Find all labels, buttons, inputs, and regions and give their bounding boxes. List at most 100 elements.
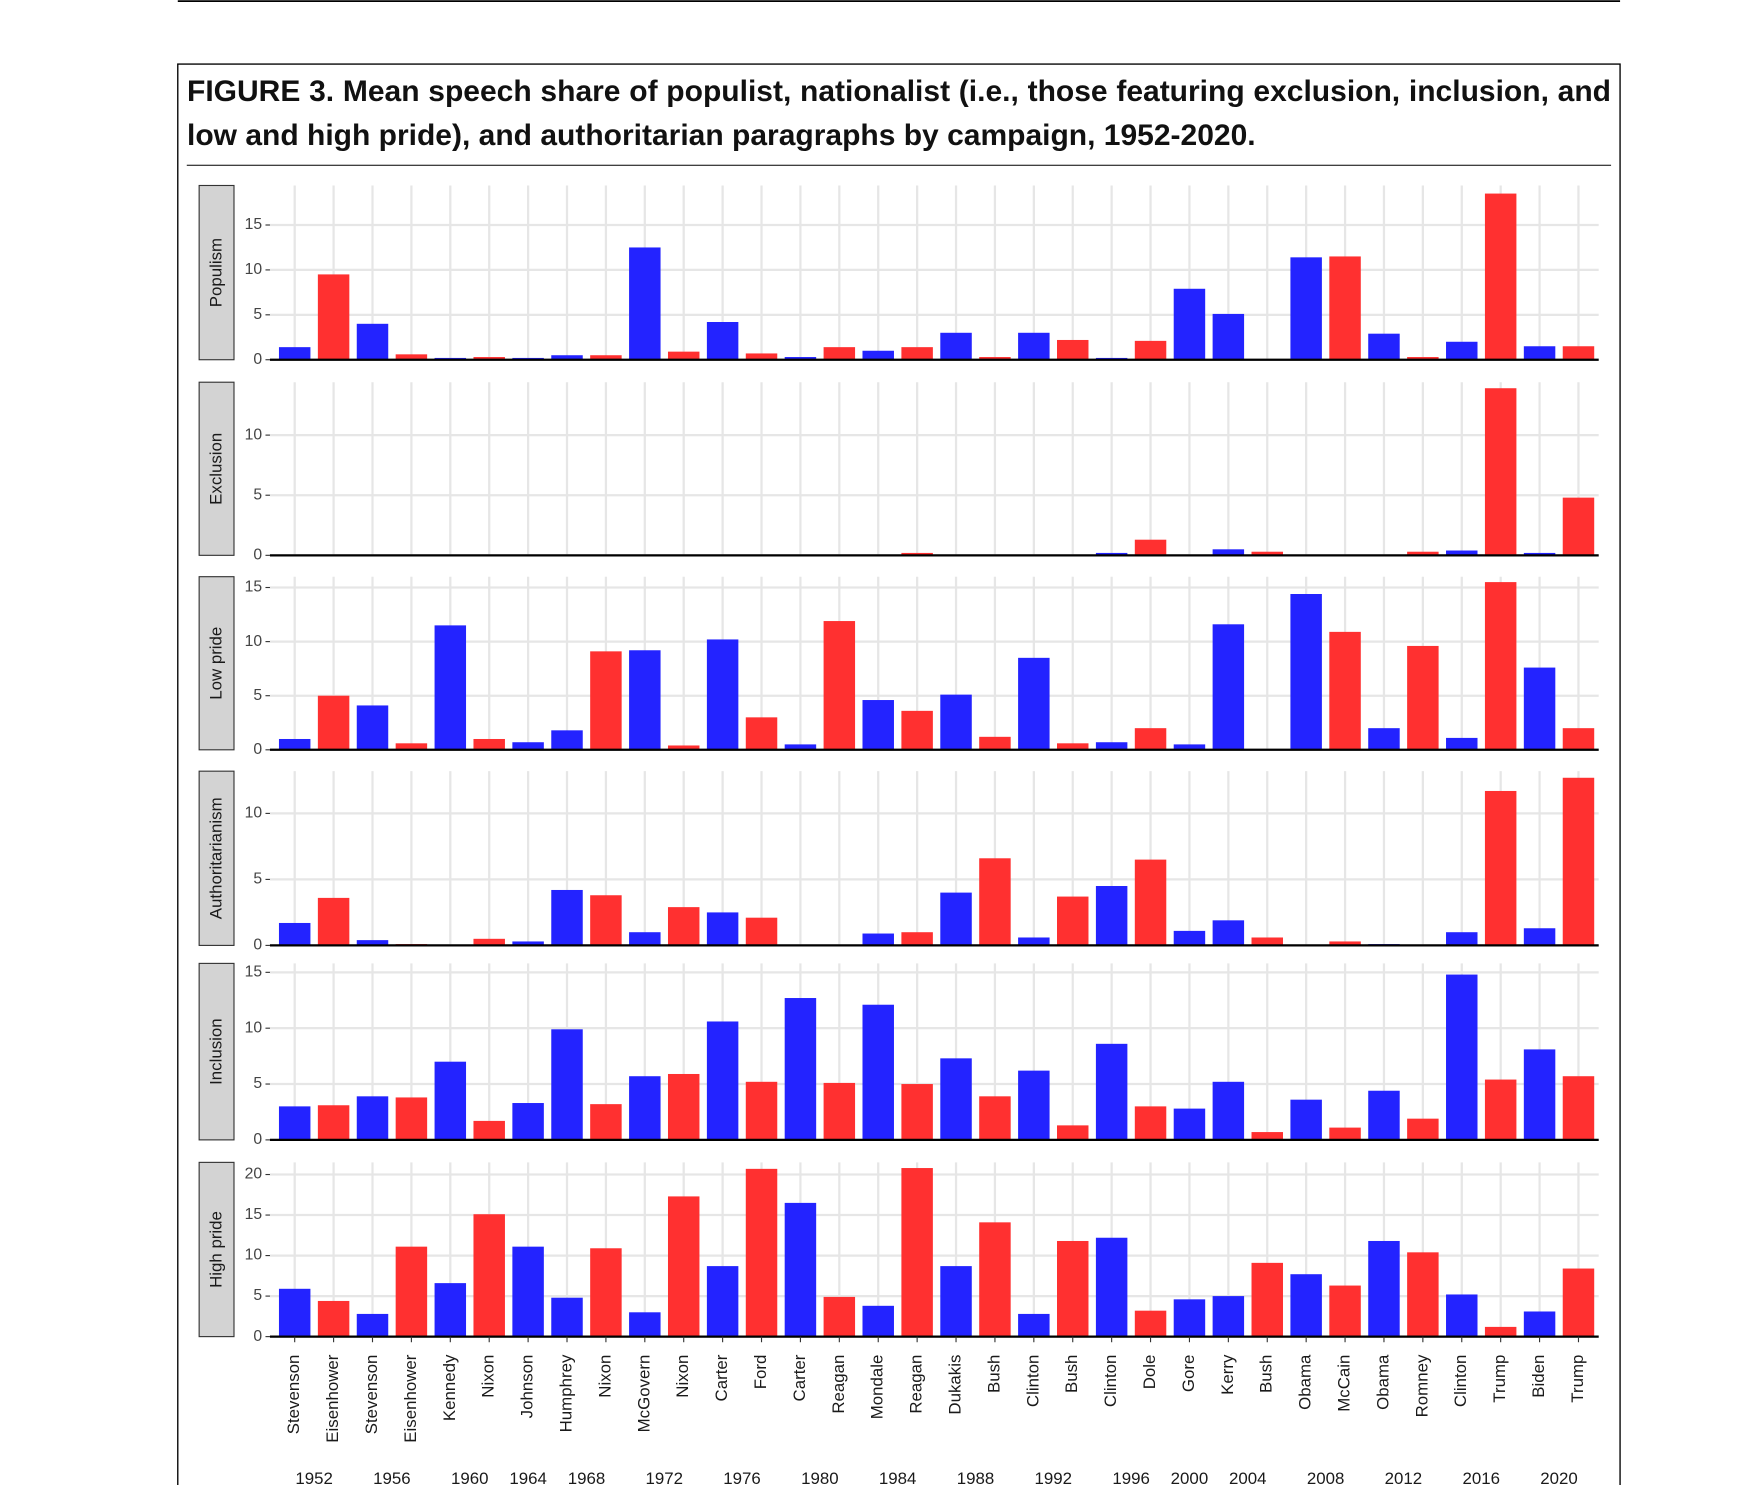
- x-tick-label: Stevenson: [362, 1355, 381, 1435]
- figure-frame: [177, 63, 1621, 1485]
- x-tick-label: Carter: [712, 1354, 731, 1401]
- bar: [901, 552, 933, 556]
- panel-strip: [198, 576, 235, 751]
- bar: [434, 625, 467, 750]
- bar: [1173, 288, 1206, 360]
- bar: [1446, 550, 1478, 556]
- bar: [1095, 552, 1128, 556]
- bar: [667, 745, 700, 750]
- year-label: 2012: [1385, 1469, 1423, 1485]
- bar: [1562, 1076, 1595, 1140]
- bar: [1562, 1268, 1595, 1337]
- bar: [1329, 631, 1361, 750]
- bar: [1407, 1252, 1439, 1337]
- x-tick-label: Bush: [1257, 1355, 1276, 1393]
- bar: [1290, 1274, 1322, 1337]
- bar: [1134, 728, 1167, 750]
- bar: [1212, 1296, 1245, 1337]
- x-tick-label: Obama: [1296, 1354, 1315, 1410]
- x-tick-label: Carter: [790, 1354, 809, 1401]
- bar: [823, 621, 856, 750]
- bar: [745, 1168, 778, 1337]
- panel-strip: [198, 381, 235, 556]
- bar: [551, 1029, 583, 1140]
- bar: [1057, 339, 1089, 360]
- x-tick-label: Bush: [984, 1355, 1003, 1393]
- x-tick-label: Romney: [1412, 1354, 1431, 1417]
- bar: [745, 717, 778, 750]
- bar: [706, 1021, 739, 1140]
- bar: [1562, 777, 1595, 946]
- year-label: 2008: [1307, 1469, 1345, 1485]
- bar: [1095, 1237, 1128, 1337]
- y-tick-label: 20: [245, 1166, 263, 1183]
- bar: [1290, 594, 1322, 750]
- x-tick-label: Dole: [1140, 1355, 1159, 1390]
- bar: [551, 889, 583, 946]
- bar: [745, 917, 778, 946]
- year-label: 1956: [373, 1469, 411, 1485]
- panel-label: High pride: [207, 1211, 226, 1288]
- y-tick-label: 0: [253, 937, 262, 954]
- y-tick-label: 10: [245, 805, 263, 822]
- bar: [317, 1300, 350, 1337]
- y-tick-label: 5: [253, 486, 262, 503]
- bar: [1134, 1106, 1167, 1140]
- bar: [1368, 333, 1400, 360]
- y-tick-label: 0: [253, 1328, 262, 1345]
- bar: [590, 355, 622, 360]
- year-label: 1960: [451, 1469, 489, 1485]
- bar: [473, 357, 505, 360]
- bar: [940, 694, 972, 750]
- bar: [1173, 1108, 1206, 1140]
- x-tick-label: Kerry: [1218, 1354, 1237, 1395]
- bar: [1446, 974, 1478, 1140]
- bar: [1484, 1079, 1517, 1140]
- bar: [590, 1104, 622, 1140]
- bar: [706, 1266, 739, 1337]
- x-tick-label: Reagan: [907, 1355, 926, 1414]
- bar: [356, 1313, 389, 1337]
- bar: [317, 1105, 350, 1140]
- bar: [629, 932, 661, 946]
- bar: [278, 922, 311, 946]
- year-label: 1972: [646, 1469, 684, 1485]
- bar: [317, 274, 350, 360]
- bar: [901, 347, 933, 360]
- bar: [1407, 1118, 1439, 1140]
- bar: [1251, 1132, 1283, 1140]
- y-tick-label: 5: [253, 306, 262, 323]
- y-tick-label: 10: [245, 633, 263, 650]
- bar: [1407, 645, 1439, 750]
- bar: [1212, 920, 1245, 946]
- x-tick-label: Stevenson: [284, 1355, 303, 1435]
- bar: [1057, 896, 1089, 946]
- x-tick-label: Biden: [1529, 1355, 1548, 1398]
- bar: [1329, 256, 1361, 360]
- bar: [1523, 1049, 1556, 1140]
- bar: [473, 738, 505, 750]
- x-tick-label: Nixon: [673, 1355, 692, 1398]
- panel-label: Low pride: [207, 627, 226, 700]
- year-label: 1996: [1112, 1469, 1150, 1485]
- bar: [862, 350, 894, 360]
- bar: [823, 1082, 856, 1140]
- y-tick-label: 15: [245, 1206, 263, 1223]
- bar: [901, 1168, 933, 1337]
- panel-strip: [198, 962, 235, 1141]
- bar: [1523, 1311, 1556, 1337]
- x-tick-label: Nixon: [595, 1355, 614, 1398]
- bar: [784, 998, 817, 1140]
- bar: [512, 1103, 544, 1140]
- bar: [1134, 539, 1167, 556]
- x-tick-label: Eisenhower: [401, 1354, 420, 1442]
- bar: [784, 744, 817, 750]
- bar: [1329, 941, 1361, 946]
- bar: [434, 1061, 467, 1140]
- bar: [1368, 728, 1400, 750]
- bar: [1057, 1240, 1089, 1337]
- bar: [1095, 742, 1128, 750]
- y-tick-label: 15: [245, 963, 263, 980]
- bar: [1251, 1262, 1283, 1337]
